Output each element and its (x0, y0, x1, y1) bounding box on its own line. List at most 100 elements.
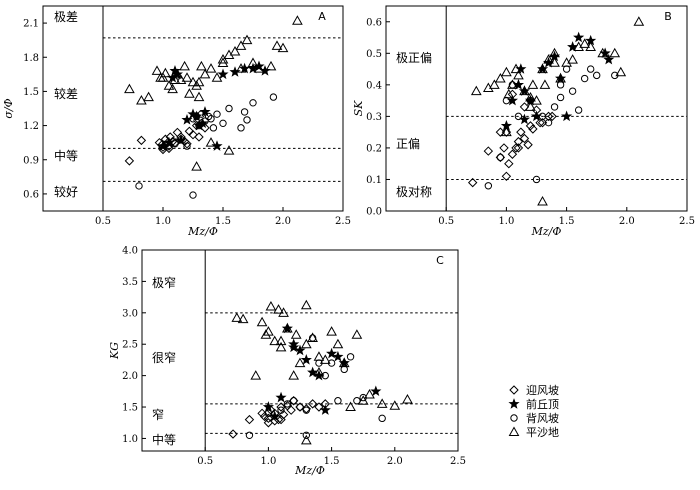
data-point (556, 93, 565, 102)
data-point (294, 357, 306, 368)
x-tick-label: 1.0 (155, 216, 171, 227)
data-point (484, 182, 493, 190)
data-point (176, 134, 186, 144)
zone-label: 很窄 (152, 350, 176, 365)
panel-label: B (664, 10, 672, 23)
data-point (160, 134, 171, 144)
legend-label: 平沙地 (526, 426, 559, 439)
data-point (247, 57, 259, 67)
data-point (136, 135, 147, 146)
chart-panel-C: 0.5 1.0 1.5 2.0 2.5 1.0 1.5 2.0 2.5 3.0 3.5 4.0 Mz/Φ… (108, 246, 466, 478)
data-point (346, 353, 355, 361)
data-point (192, 112, 201, 121)
series-diamond (467, 89, 557, 188)
data-point (189, 115, 197, 123)
series-circle (484, 65, 619, 190)
data-point (376, 398, 388, 408)
data-point (338, 357, 350, 368)
data-point (514, 112, 523, 121)
series-circle (135, 93, 278, 199)
data-point (169, 65, 181, 76)
data-point (519, 85, 530, 96)
data-point (160, 67, 171, 78)
zone-label: 极窄 (152, 275, 176, 290)
data-point (507, 149, 518, 159)
data-point (345, 401, 356, 412)
data-point (171, 140, 179, 148)
data-point (278, 307, 289, 317)
data-point (580, 74, 589, 83)
data-point (518, 85, 531, 96)
data-point (253, 60, 265, 72)
data-point (250, 370, 262, 380)
data-point (219, 119, 227, 128)
x-tick-label: 2.5 (679, 216, 695, 227)
legend-label: 迎风坡 (526, 384, 559, 397)
data-point (525, 91, 536, 102)
data-point (296, 403, 304, 411)
data-point (124, 83, 135, 94)
data-point (204, 112, 213, 121)
data-point (172, 127, 183, 138)
data-point (175, 134, 187, 146)
data-point (151, 65, 163, 75)
data-point (195, 121, 203, 130)
zone-label: 极差 (54, 10, 78, 24)
y-tick-label: 1.0 (122, 434, 138, 445)
data-point (194, 132, 204, 142)
data-point (273, 304, 284, 314)
data-point (511, 143, 521, 153)
data-point (513, 69, 524, 80)
data-point (555, 72, 567, 84)
data-point (544, 118, 553, 127)
data-point (289, 397, 298, 405)
data-point (532, 175, 541, 184)
x-tick-label: 1.0 (260, 456, 276, 467)
data-point (503, 88, 515, 99)
y-tick-label: 2.5 (122, 340, 138, 351)
series-circle (245, 334, 386, 439)
data-point (378, 414, 386, 423)
data-point (167, 83, 178, 94)
data-point (525, 101, 536, 111)
x-tick-label: 1.5 (215, 216, 231, 227)
y-tick-label: 3.0 (122, 308, 138, 319)
data-point (389, 400, 401, 410)
data-point (307, 366, 319, 378)
data-point (275, 341, 287, 352)
data-point (217, 54, 229, 64)
data-point (483, 146, 494, 156)
data-point (223, 145, 235, 155)
data-point (235, 40, 247, 50)
data-point (550, 103, 559, 111)
data-point (574, 106, 583, 114)
data-point (501, 66, 512, 77)
data-point (547, 111, 557, 122)
data-point (615, 66, 627, 77)
data-point (543, 54, 554, 64)
series-triangle (231, 299, 413, 445)
data-point (172, 68, 183, 79)
data-point (495, 127, 506, 137)
data-point (277, 406, 285, 414)
y-tick-label: 0.6 (366, 17, 382, 28)
data-point (593, 71, 601, 80)
data-point (205, 63, 217, 73)
data-point (235, 63, 247, 73)
data-point (249, 99, 257, 107)
data-point (527, 79, 539, 89)
data-point (228, 429, 238, 439)
data-point (282, 322, 293, 333)
legend-marker-circle (510, 414, 518, 422)
data-point (519, 133, 530, 144)
data-point (136, 95, 147, 105)
data-point (314, 402, 324, 412)
data-point (300, 338, 312, 349)
x-tick-label: 1.0 (498, 216, 514, 227)
zone-label: 中等 (54, 148, 78, 163)
panel-label: A (318, 10, 326, 23)
data-point (163, 80, 175, 90)
data-point (313, 351, 325, 361)
